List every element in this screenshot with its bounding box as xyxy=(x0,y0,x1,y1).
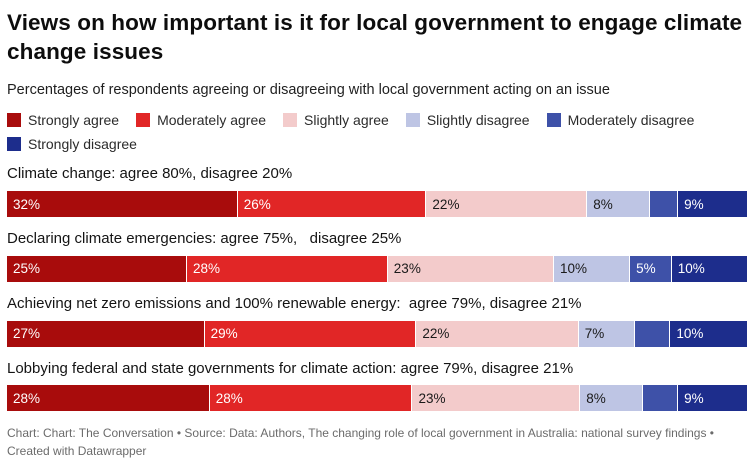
legend-item: Strongly agree xyxy=(7,112,119,128)
stacked-bar: 32% 26% 22% 8% 9% xyxy=(7,191,747,218)
stacked-bar: 25% 28% 23% 10% 5% 10% xyxy=(7,255,747,282)
bar-segment: 23% xyxy=(387,255,553,282)
bar-segment: 5% xyxy=(630,255,671,282)
bar-segment: 8% xyxy=(580,385,643,412)
bar-segment: 28% xyxy=(7,385,209,412)
bar-segment: 10% xyxy=(670,320,747,347)
bar-segment: 25% xyxy=(7,255,187,282)
bar-segment: 27% xyxy=(7,320,204,347)
legend-swatch xyxy=(7,137,21,152)
bar-segment: 28% xyxy=(209,385,412,412)
legend: Strongly agree Moderately agree Slightly a… xyxy=(7,112,747,152)
legend-swatch xyxy=(136,113,151,128)
stacked-bar: 28% 28% 23% 8% 9% xyxy=(7,385,747,412)
legend-item: Slightly disagree xyxy=(405,112,530,129)
bar-segment xyxy=(650,191,678,218)
legend-label: Slightly agree xyxy=(304,112,389,129)
bars-area: Climate change: agree 80%, disagree 20% 3… xyxy=(7,165,747,412)
bar-segment: 9% xyxy=(678,191,747,218)
legend-label: Strongly disagree xyxy=(28,136,137,153)
row-label: Achieving net zero emissions and 100% re… xyxy=(7,294,582,312)
row-label: Climate change: agree 80%, disagree 20% xyxy=(7,165,293,183)
legend-swatch xyxy=(546,113,561,128)
bar-segment: 10% xyxy=(671,255,747,282)
bar-segment: 29% xyxy=(204,320,416,347)
legend-item: Moderately disagree xyxy=(546,112,695,129)
bar-segment: 10% xyxy=(553,255,630,282)
legend-item: Moderately agree xyxy=(136,112,266,128)
bar-row: Climate change: agree 80%, disagree 20% 3… xyxy=(7,165,747,218)
legend-item: Strongly disagree xyxy=(7,136,137,152)
bar-segment xyxy=(635,320,670,347)
bar-segment: 23% xyxy=(412,385,580,412)
bar-row: Achieving net zero emissions and 100% re… xyxy=(7,295,747,347)
bar-segment: 32% xyxy=(7,191,237,218)
legend-swatch xyxy=(405,113,420,128)
bar-segment: 28% xyxy=(187,255,387,282)
chart-subtitle: Percentages of respondents agreeing or d… xyxy=(7,81,610,98)
bar-segment: 22% xyxy=(416,320,578,347)
bar-segment: 9% xyxy=(678,385,747,412)
chart-footer: Chart: Chart: The Conversation • Source:… xyxy=(7,426,715,459)
chart-title: Views on how important is it for local g… xyxy=(7,10,743,65)
row-label: Declaring climate emergencies: agree 75%… xyxy=(7,230,402,248)
legend-label: Moderately agree xyxy=(157,112,267,129)
legend-swatch xyxy=(283,113,298,128)
bar-segment: 7% xyxy=(578,320,635,347)
bar-segment: 26% xyxy=(237,191,426,218)
bar-segment xyxy=(643,385,678,412)
legend-label: Slightly disagree xyxy=(426,112,530,129)
legend-label: Strongly agree xyxy=(28,112,120,129)
row-label: Lobbying federal and state governments f… xyxy=(7,359,574,377)
bar-segment: 22% xyxy=(426,191,587,218)
bar-row: Lobbying federal and state governments f… xyxy=(7,360,747,412)
legend-item: Slightly agree xyxy=(283,112,389,128)
legend-label: Moderately disagree xyxy=(567,112,695,129)
stacked-bar: 27% 29% 22% 7% 10% xyxy=(7,320,747,347)
bar-segment: 8% xyxy=(587,191,650,218)
bar-row: Declaring climate emergencies: agree 75%… xyxy=(7,230,747,282)
legend-swatch xyxy=(7,113,21,128)
